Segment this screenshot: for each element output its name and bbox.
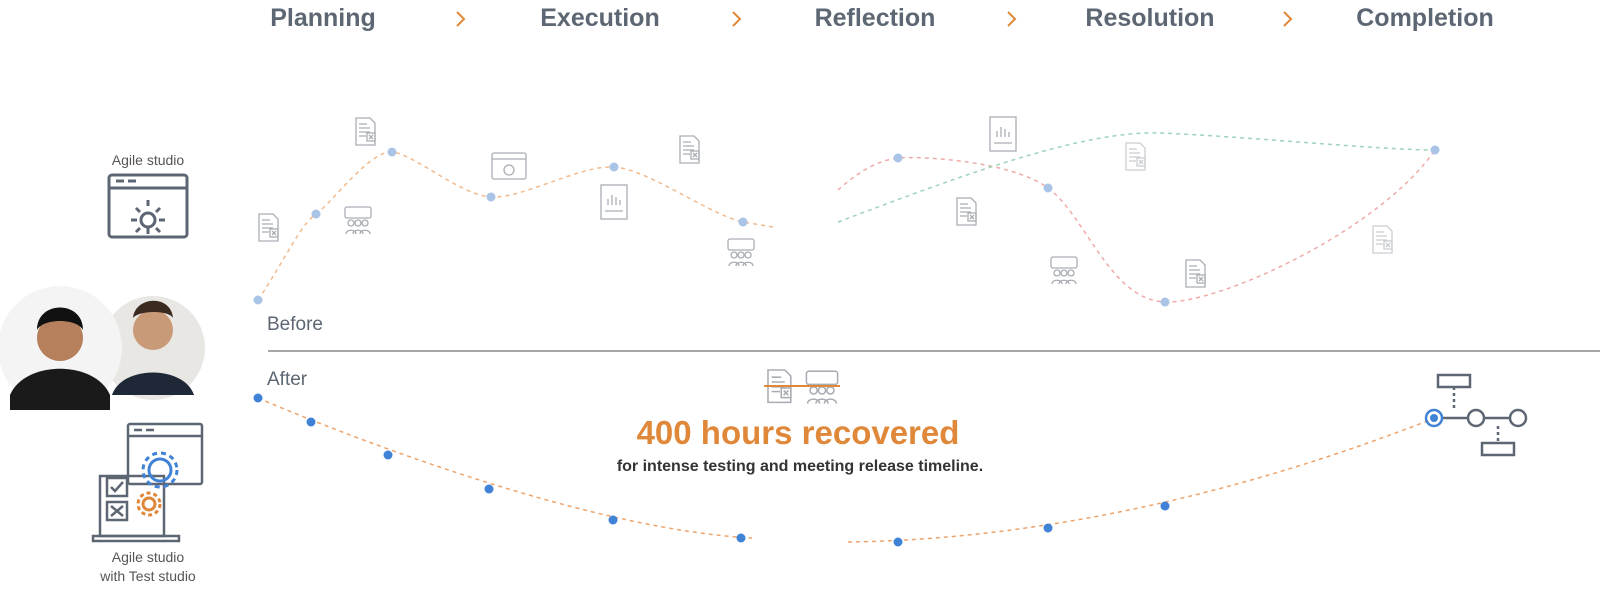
tool-label: with Test studio — [99, 568, 196, 584]
stage-label: Resolution — [1085, 4, 1214, 32]
after-label: After — [267, 369, 308, 390]
stage-label: Reflection — [815, 4, 936, 32]
workflow-icon — [1424, 373, 1528, 457]
headline: 400 hours recovered — [637, 414, 960, 451]
after-dots — [253, 393, 1170, 547]
avatars — [0, 286, 205, 410]
tool-label: Agile studio — [112, 549, 185, 565]
removed-tasks-icon — [764, 369, 840, 405]
before-dots — [253, 145, 1440, 307]
agile-studio-icon — [107, 173, 189, 239]
before-label: Before — [267, 314, 323, 335]
subline: for intense testing and meeting release … — [617, 458, 983, 475]
before-icons — [258, 116, 1393, 288]
stage-bar: Planning Execution Reflection Resolution… — [270, 4, 1494, 32]
stage-label: Execution — [540, 4, 659, 32]
after-paths — [257, 397, 1436, 543]
tool-label: Agile studio — [112, 152, 185, 168]
chevrons — [456, 11, 1293, 27]
stage-label: Completion — [1356, 4, 1494, 32]
stage-label: Planning — [270, 4, 376, 32]
before-paths — [257, 132, 1436, 303]
agile-test-studio-icon — [91, 422, 204, 543]
